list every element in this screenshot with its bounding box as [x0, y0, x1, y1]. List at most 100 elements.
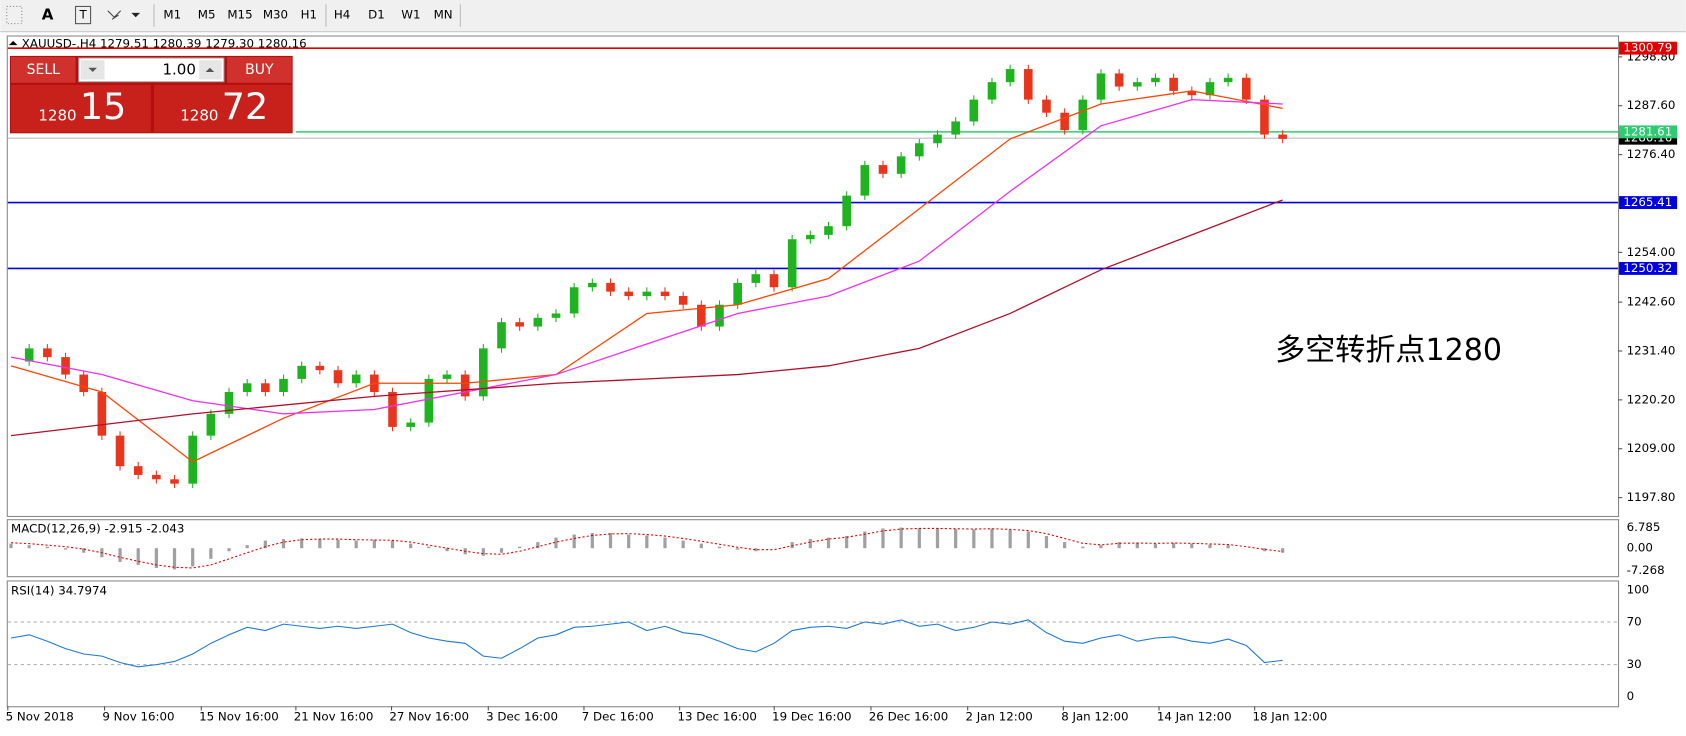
x-tick-label: 2 Jan 12:00 — [966, 709, 1033, 723]
toolbar-button[interactable]: M1 — [163, 8, 181, 22]
buy-price-box[interactable] — [153, 84, 292, 133]
buy-label[interactable]: BUY — [245, 62, 274, 78]
candle — [388, 392, 397, 427]
sell-label[interactable]: SELL — [27, 62, 60, 78]
rsi-line — [10, 619, 1283, 668]
candle — [951, 121, 960, 135]
text-label-icon[interactable] — [74, 5, 92, 25]
toolbar-button[interactable]: D1 — [368, 8, 385, 22]
macd-signal — [11, 527, 1283, 569]
candle — [1278, 134, 1287, 139]
candle — [315, 365, 325, 371]
arrows-icon[interactable] — [107, 10, 122, 20]
toolbar-button[interactable]: A — [42, 6, 54, 24]
candle — [588, 282, 597, 288]
candle — [1187, 90, 1197, 96]
dropdown-arrow[interactable] — [131, 12, 141, 18]
candle — [297, 365, 306, 379]
level-box — [1619, 41, 1678, 55]
candle — [170, 479, 179, 484]
candle — [969, 99, 979, 122]
x-tick-label: 19 Dec 16:00 — [772, 709, 851, 723]
candle — [751, 274, 761, 283]
buy-price-big: 1280 — [180, 107, 218, 125]
candle — [333, 370, 343, 384]
candle — [1133, 82, 1142, 87]
toolbar-button[interactable]: M5 — [198, 8, 216, 22]
candle — [351, 374, 361, 384]
x-tick-label: 3 Dec 16:00 — [486, 709, 558, 723]
toolbar-button[interactable]: MN — [434, 8, 453, 22]
rsi-tick-label: 100 — [1627, 583, 1650, 597]
chart-title: XAUUSD-,H4 1279.51 1280.39 1279.30 1280.… — [22, 37, 307, 51]
macd-tick-label: 0.00 — [1627, 541, 1653, 555]
candle — [79, 374, 88, 393]
candle — [1078, 99, 1088, 131]
y-tick-label: 1220.20 — [1627, 392, 1676, 406]
sell-button[interactable] — [11, 56, 76, 83]
y-tick-label: 1197.80 — [1627, 490, 1676, 504]
candle — [533, 317, 543, 327]
candle — [987, 82, 997, 100]
main-plot — [6, 35, 1620, 518]
collapse-icon[interactable] — [8, 40, 18, 46]
x-tick-label: 5 Nov 2018 — [6, 709, 74, 723]
rsi-panel — [6, 580, 1620, 708]
x-tick-label: 18 Jan 12:00 — [1253, 709, 1328, 723]
y-tick-label: 1209.00 — [1627, 441, 1676, 455]
candle — [860, 165, 870, 196]
candle — [1260, 99, 1269, 135]
candle — [152, 474, 161, 480]
macd-panel — [6, 519, 1620, 578]
candle — [515, 322, 524, 327]
lot-value: 1.00 — [162, 60, 195, 78]
candle — [1114, 73, 1124, 87]
candle — [242, 383, 252, 393]
candle — [497, 322, 506, 349]
toolbar-button[interactable]: M30 — [263, 8, 288, 22]
toolbar-button[interactable]: H1 — [301, 8, 317, 22]
toolbar-button[interactable]: W1 — [401, 8, 420, 22]
buy-price-small: 72 — [222, 85, 268, 128]
candle — [624, 291, 633, 297]
y-tick-label: 1254.00 — [1627, 245, 1676, 259]
candle — [1169, 77, 1178, 91]
level-label: 1265.41 — [1623, 195, 1672, 209]
candle — [551, 313, 561, 318]
x-tick-label: 7 Dec 16:00 — [582, 709, 654, 723]
x-tick-label: 14 Jan 12:00 — [1157, 709, 1232, 723]
candle — [1223, 77, 1233, 83]
candle — [1151, 77, 1160, 83]
moving-average — [10, 98, 1283, 415]
lot-input[interactable] — [78, 57, 225, 83]
rsi-tick-label: 70 — [1627, 615, 1642, 629]
rsi-tick-label: 30 — [1627, 657, 1642, 671]
toolbar-button[interactable]: M15 — [227, 8, 252, 22]
sell-price-box[interactable] — [11, 84, 151, 133]
candle — [261, 383, 270, 393]
rsi-tick-label: 0 — [1627, 689, 1635, 703]
candle — [61, 357, 70, 375]
candle — [824, 226, 833, 235]
candle — [1241, 77, 1251, 100]
buy-button[interactable] — [227, 56, 292, 83]
level-box — [1619, 261, 1678, 275]
moving-average — [10, 199, 1283, 437]
level-box — [1619, 196, 1678, 210]
candle — [642, 291, 652, 297]
y-tick-label: 1231.40 — [1627, 343, 1676, 357]
candle — [915, 143, 924, 157]
annotation: 多空转折点1280 — [1275, 333, 1502, 368]
toolbar-button[interactable]: H4 — [334, 8, 350, 22]
candle — [933, 134, 942, 144]
crosshair-icon[interactable] — [6, 5, 23, 25]
candle — [424, 378, 434, 423]
candle — [1060, 112, 1069, 131]
candle — [806, 234, 815, 240]
candle — [697, 304, 706, 327]
level-box — [1619, 125, 1678, 139]
candle — [715, 304, 724, 327]
candle — [1205, 82, 1215, 96]
candle — [787, 239, 797, 288]
